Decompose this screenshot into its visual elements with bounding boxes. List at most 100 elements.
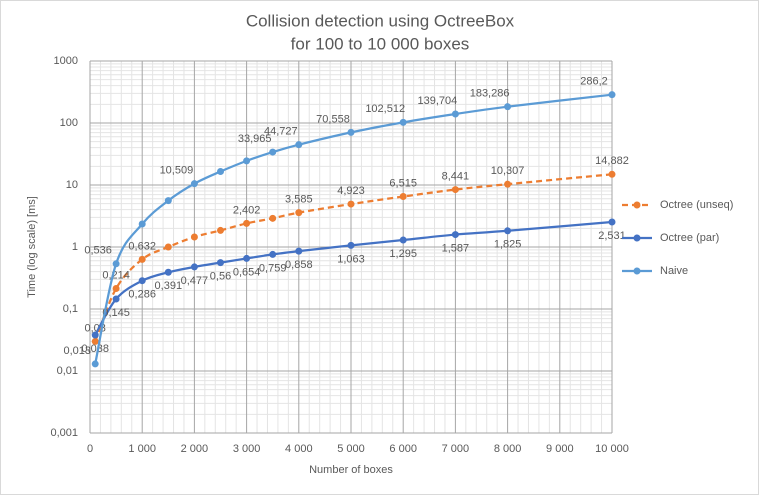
data-label: 1,063 <box>337 253 365 265</box>
data-label: 0,013 <box>63 345 91 357</box>
data-label: 2,531 <box>598 230 626 242</box>
data-label: 44,727 <box>264 126 298 138</box>
data-point <box>608 91 616 99</box>
data-point <box>138 277 146 285</box>
data-label: 139,704 <box>418 95 458 107</box>
data-point <box>399 193 407 201</box>
data-label: 0,214 <box>102 269 130 281</box>
data-point <box>112 285 120 293</box>
data-point <box>504 180 512 188</box>
legend-swatch-marker <box>633 234 641 242</box>
x-tick-label: 2 000 <box>181 443 209 455</box>
data-label: 0,391 <box>155 280 183 292</box>
data-label: 0,632 <box>128 240 156 252</box>
data-point <box>217 259 224 267</box>
x-tick-label: 1 000 <box>128 443 156 455</box>
data-point <box>243 157 251 165</box>
data-point <box>608 218 616 226</box>
data-point <box>295 209 303 217</box>
data-label: 10,509 <box>160 165 194 177</box>
data-label: 183,286 <box>470 88 510 100</box>
x-tick-label: 3 000 <box>233 443 261 455</box>
data-point <box>112 295 120 303</box>
chart-title: for 100 to 10 000 boxes <box>291 34 470 53</box>
data-point <box>91 331 99 339</box>
data-point <box>451 110 459 118</box>
data-label: 102,512 <box>365 103 405 115</box>
data-label: 0,56 <box>210 271 231 283</box>
data-point <box>243 219 251 227</box>
y-tick-label: 1 <box>72 241 78 253</box>
x-tick-label: 5 000 <box>337 443 365 455</box>
x-tick-label: 4 000 <box>285 443 313 455</box>
data-point <box>164 197 172 205</box>
data-point <box>347 200 355 208</box>
y-tick-label: 1000 <box>54 55 78 67</box>
y-tick-label: 0,01 <box>57 365 78 377</box>
data-label: 1,295 <box>389 248 417 260</box>
data-label: 14,882 <box>595 155 629 167</box>
data-point <box>504 227 512 235</box>
y-tick-label: 100 <box>60 117 78 129</box>
data-point <box>164 268 172 276</box>
x-tick-label: 10 000 <box>595 443 629 455</box>
data-label: 3,585 <box>285 194 313 206</box>
data-point <box>91 360 99 368</box>
data-point <box>190 233 198 241</box>
data-label: 8,441 <box>442 170 470 182</box>
data-label: 0,654 <box>233 266 261 278</box>
data-point <box>608 170 616 178</box>
legend-label: Octree (par) <box>660 232 719 244</box>
data-point <box>295 141 303 149</box>
chart-title: Collision detection using OctreeBox <box>246 11 515 30</box>
data-point <box>399 236 407 244</box>
data-label: 10,307 <box>491 165 525 177</box>
data-label: 0,286 <box>128 289 156 301</box>
data-point <box>243 254 251 262</box>
y-tick-label: 0,1 <box>63 303 78 315</box>
data-point <box>269 148 277 156</box>
x-axis-title: Number of boxes <box>309 464 393 476</box>
data-point <box>217 226 224 234</box>
data-label: 0,536 <box>84 245 112 257</box>
legend-label: Naive <box>660 265 688 277</box>
data-point <box>138 220 146 228</box>
data-point <box>399 118 407 126</box>
data-label: 286,2 <box>580 76 608 88</box>
data-point <box>347 241 355 249</box>
x-tick-label: 7 000 <box>442 443 470 455</box>
data-point <box>451 186 459 194</box>
data-label: 0,145 <box>102 307 130 319</box>
data-point <box>217 168 224 176</box>
data-label: 70,558 <box>316 113 350 125</box>
data-label: 4,923 <box>337 185 365 197</box>
data-point <box>347 128 355 136</box>
data-label: 0,477 <box>181 275 209 287</box>
data-point <box>504 103 512 111</box>
data-label: 0,038 <box>81 343 109 355</box>
y-axis-title: Time (log scale) [ms] <box>26 196 38 298</box>
data-label: 2,402 <box>233 204 261 216</box>
data-point <box>164 243 172 251</box>
legend-swatch-marker <box>633 267 641 275</box>
y-tick-label: 0,001 <box>50 427 78 439</box>
x-tick-label: 8 000 <box>494 443 522 455</box>
data-point <box>190 180 198 188</box>
data-point <box>138 255 146 263</box>
data-label: 1,587 <box>442 242 470 254</box>
data-point <box>295 247 303 255</box>
data-point <box>269 250 277 258</box>
y-tick-label: 10 <box>66 179 78 191</box>
legend-label: Octree (unseq) <box>660 199 733 211</box>
x-tick-label: 6 000 <box>389 443 417 455</box>
data-label: 1,825 <box>494 239 522 251</box>
data-point <box>269 214 277 222</box>
data-point <box>190 263 198 271</box>
series-line <box>94 173 613 342</box>
data-point <box>451 231 459 239</box>
data-label: 0,759 <box>259 262 287 274</box>
data-point <box>112 260 120 268</box>
data-label: 33,965 <box>238 133 272 145</box>
data-label: 6,515 <box>389 177 417 189</box>
